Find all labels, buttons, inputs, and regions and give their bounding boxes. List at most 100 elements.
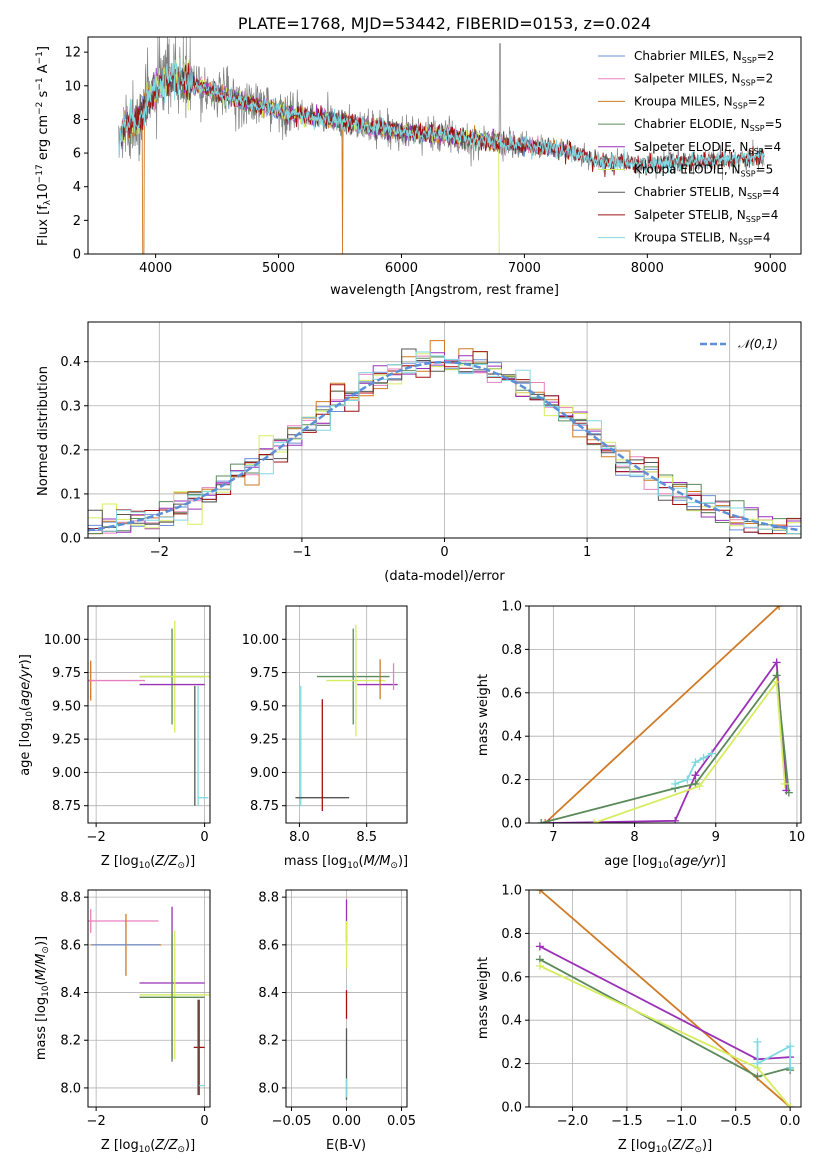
y-tick-label: 8.75 [52,799,81,814]
y-tick-label: 10.00 [44,633,81,648]
x-tick-label: 10 [789,830,806,845]
weight_vs_z-plot-area [535,890,795,1107]
x-tick-label: 0.0 [780,1114,801,1129]
normal-curve [88,360,801,532]
weight_vs_z-axes: −2.0 −1.5 −1.0 −0.5 0.0 0.0 0.2 0.4 0.6 0.8 1.0 [501,884,802,1129]
x-tick-label: 6000 [385,261,418,276]
weight_vs_age-frame [528,605,802,824]
age-vs-z-panel: −2 0 8.75 9.00 9.25 9.50 9.75 10.00 [44,605,211,845]
residuals-frame [87,321,802,539]
y-tick-label: 8.0 [258,1081,279,1096]
weight-marker [535,961,544,970]
x-tick-label: 8.5 [356,830,377,845]
legend-entry: Kroupa ELODIE, NSSP=5 [598,163,773,179]
x-tick-label: −2.0 [557,1114,589,1129]
age_vs_mass-plot-area [295,624,398,812]
x-tick-label: 8000 [631,261,664,276]
y-tick-label: 0 [73,248,81,263]
y-tick-label: 0.0 [501,817,522,832]
spectrum-xlabel: wavelength [Angstrom, rest frame] [330,283,559,298]
y-tick-label: 0.8 [501,643,522,658]
weight-marker [753,1059,762,1068]
y-tick-label: 0.4 [60,355,81,370]
weight-marker [772,658,781,667]
y-tick-label: 0.0 [60,532,81,547]
mass_vs_z-axes: −2 0 8.0 8.2 8.4 8.6 8.8 [60,889,211,1129]
legend-entry: Salpeter ELODIE, NSSP=4 [598,140,781,156]
x-tick-label: 0 [200,1114,208,1129]
y-tick-label: 8 [73,113,81,128]
x-tick-label: 8.0 [289,830,310,845]
y-tick-label: 0.8 [501,927,522,942]
legend-label: Chabrier MILES, NSSP=2 [634,49,774,65]
weight-marker [753,1072,762,1081]
legend-label: Kroupa MILES, NSSP=2 [634,94,765,110]
weight-vs-z-xlabel: Z [log10(Z/Z⊙)] [618,1138,712,1155]
weight-marker [753,1037,762,1046]
error-bar [193,999,205,1096]
y-tick-label: 0.0 [501,1101,522,1116]
histogram-kroupa_miles [88,340,801,538]
model-spectrum-kroupa_stelib [118,57,765,174]
mass_vs_ebv-axes: −0.05 0.00 0.05 8.0 8.2 8.4 8.6 8.8 [258,889,416,1129]
y-tick-label: 8.6 [258,938,279,953]
legend-label: Chabrier STELIB, NSSP=4 [634,185,780,201]
y-tick-label: 8.4 [258,986,279,1001]
x-tick-label: −2 [87,830,106,845]
spectrum-panel: 4000 5000 6000 7000 8000 9000 0 2 4 6 8 10 12 [64,36,802,276]
legend-label: Chabrier ELODIE, NSSP=5 [634,117,782,133]
y-tick-label: 9.00 [52,766,81,781]
age_vs_z-ticks: −2 0 8.75 9.00 9.25 9.50 9.75 10.00 [44,633,209,845]
y-tick-label: 9.25 [250,733,279,748]
mass_vs_ebv-ticks: −0.05 0.00 0.05 8.0 8.2 8.4 8.6 8.8 [258,891,416,1129]
y-tick-label: 1.0 [501,884,522,899]
error-bar [139,620,210,733]
y-tick-label: 10 [64,79,81,94]
age_vs_z-plot-area [88,620,210,806]
weight-marker [772,677,781,686]
weight-marker [535,942,544,951]
weight-series [756,1041,791,1068]
y-tick-label: 9.50 [52,699,81,714]
x-tick-label: 0 [200,830,208,845]
mass_vs_z-ticks: −2 0 8.0 8.2 8.4 8.6 8.8 [60,891,208,1129]
weight-marker [699,753,708,762]
y-tick-label: 9.50 [250,699,279,714]
y-tick-label: 0.2 [501,773,522,788]
weight-marker [695,782,704,791]
spectrum-ylabel: Flux [fλ10−17 erg cm−2 s−1 A−1] [35,46,53,246]
y-tick-label: 10.00 [242,633,279,648]
age_vs_z-axes: −2 0 8.75 9.00 9.25 9.50 9.75 10.00 [44,605,211,845]
y-tick-label: 0.1 [60,487,81,502]
weight-marker [671,779,680,788]
weight-marker [786,1103,795,1107]
y-tick-label: 8.0 [60,1081,81,1096]
legend-label: Kroupa ELODIE, NSSP=5 [634,163,773,179]
weight-marker [707,749,716,758]
x-tick-label: 7000 [508,261,541,276]
y-tick-label: 8.2 [60,1034,81,1049]
mass_vs_z-plot-area [88,906,210,1096]
legend-label: Salpeter MILES, NSSP=2 [634,72,773,88]
spectrum-ticks: 4000 5000 6000 7000 8000 9000 0 2 4 6 8 10 12 [64,46,786,276]
mass-vs-ebv-xlabel: E(B-V) [326,1138,366,1153]
weight-series [544,606,780,823]
legend-label: Salpeter STELIB, NSSP=4 [634,208,778,224]
y-tick-label: 2 [73,214,81,229]
residuals-panel: −2 −1 0 1 2 0.0 0.1 0.2 0.3 0.4 [60,321,802,560]
weight-vs-age-panel: 7 8 9 10 0.0 0.2 0.4 0.6 0.8 1.0 [501,600,805,846]
x-tick-label: −0.5 [720,1114,752,1129]
mass-vs-z-panel: −2 0 8.0 8.2 8.4 8.6 8.8 [60,889,211,1129]
legend-label: Kroupa STELIB, NSSP=4 [634,231,771,247]
x-tick-label: −1 [292,545,311,560]
y-tick-label: 1.0 [501,600,522,615]
weight-marker [537,819,546,823]
mass-vs-z-ylabel: mass [log10(M/M⊙)] [34,936,51,1060]
weight-marker [541,819,550,823]
mass_vs_ebv-frame [285,889,408,1108]
x-tick-label: 2 [726,545,734,560]
y-tick-label: 8.8 [60,891,81,906]
residuals-axes: −2 −1 0 1 2 0.0 0.1 0.2 0.3 0.4 [60,321,802,560]
spectrum-title: PLATE=1768, MJD=53442, FIBERID=0153, z=0… [238,14,651,33]
x-tick-label: 0 [440,545,448,560]
